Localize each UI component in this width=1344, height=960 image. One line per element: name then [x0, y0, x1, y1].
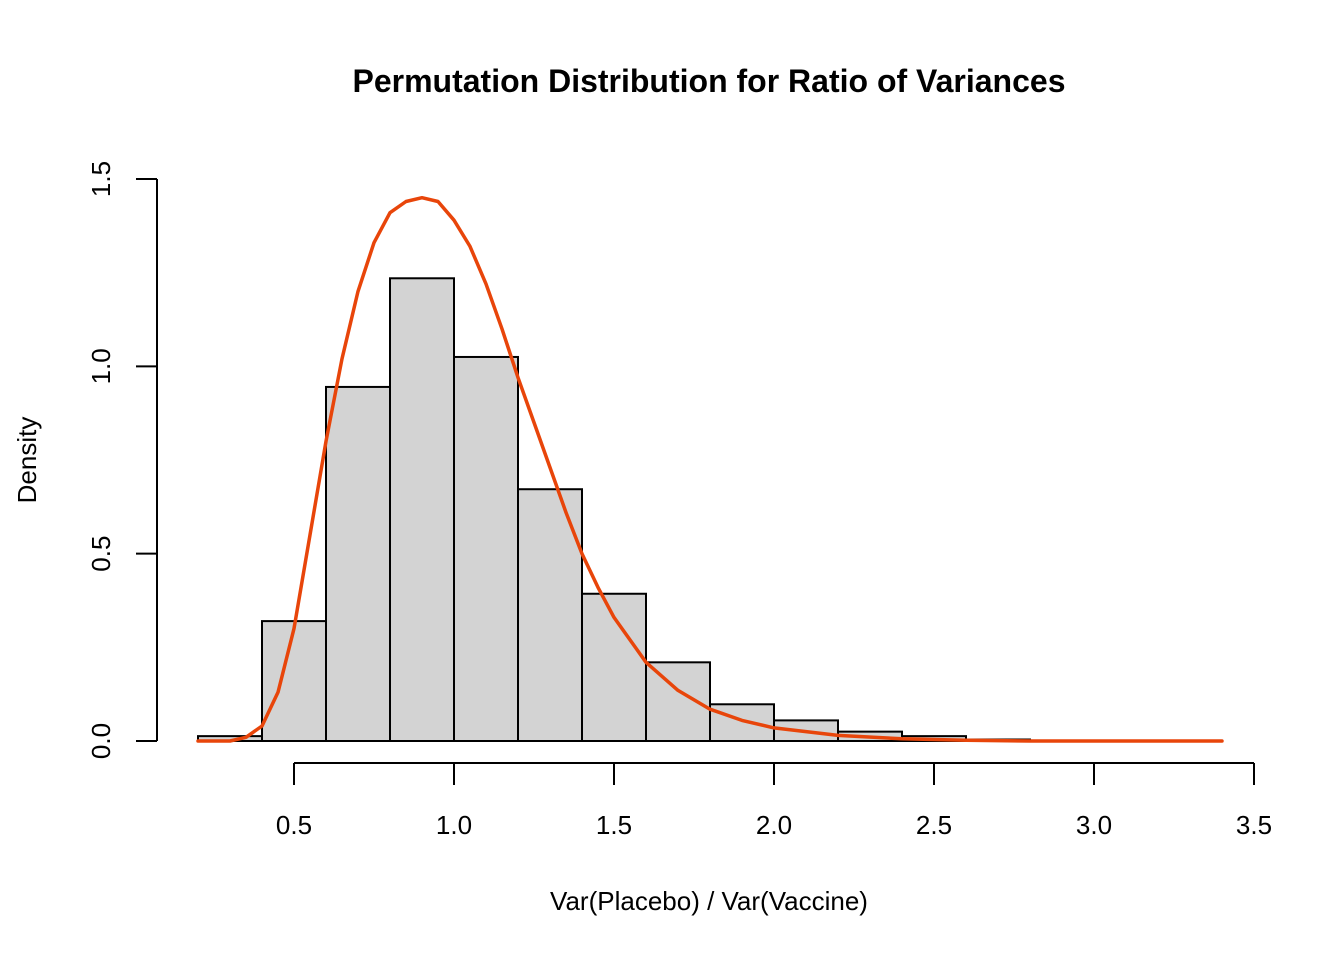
x-tick-label: 1.5: [596, 810, 632, 840]
x-tick-label: 3.5: [1236, 810, 1272, 840]
y-tick-label: 0.5: [86, 536, 116, 572]
histogram-bar: [389, 277, 455, 742]
histogram-bar: [325, 385, 391, 742]
y-tick-label: 1.0: [86, 348, 116, 384]
x-tick-label: 0.5: [276, 810, 312, 840]
x-axis-label: Var(Placebo) / Var(Vaccine): [550, 886, 868, 916]
y-tick-label: 1.5: [86, 161, 116, 197]
x-axis: 0.5 1.0 1.5 2.0 2.5 3.0 3.5: [276, 762, 1272, 840]
x-tick-label: 1.0: [436, 810, 472, 840]
x-tick-label: 2.0: [756, 810, 792, 840]
x-tick-label: 3.0: [1076, 810, 1112, 840]
density-curve: [196, 195, 1224, 743]
y-tick-label: 0.0: [86, 723, 116, 759]
histogram-bar: [453, 355, 519, 742]
histogram-bar: [261, 620, 327, 742]
histogram-bar: [517, 488, 583, 743]
histogram-bar: [709, 703, 775, 743]
x-tick-label: 2.5: [916, 810, 952, 840]
chart-title: Permutation Distribution for Ratio of Va…: [353, 63, 1066, 99]
y-axis-label: Density: [12, 417, 42, 504]
y-axis: 0.0 0.5 1.0 1.5: [86, 161, 158, 759]
